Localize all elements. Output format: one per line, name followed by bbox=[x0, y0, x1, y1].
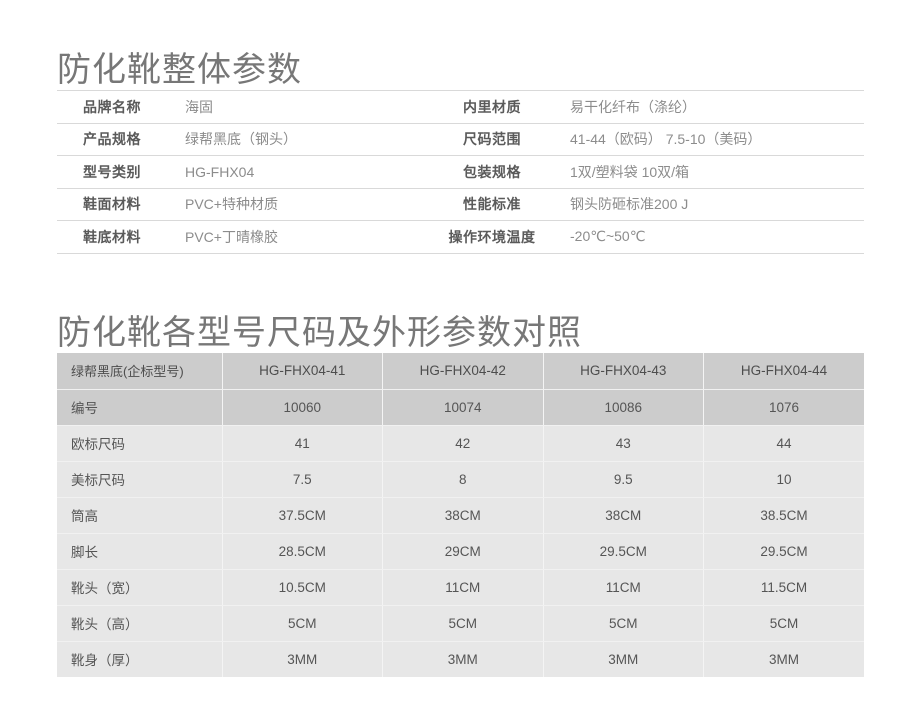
size-table-cell: 3MM bbox=[222, 641, 383, 677]
size-table-cell: 11.5CM bbox=[703, 569, 864, 606]
spec-value: HG-FHX04 bbox=[167, 155, 432, 188]
spec-label: 型号类别 bbox=[57, 155, 167, 188]
spec-value: 41-44（欧码） 7.5-10（美码） bbox=[552, 122, 864, 156]
spec-value: PVC+特种材质 bbox=[167, 187, 432, 221]
size-table-row: 脚长 28.5CM 29CM 29.5CM 29.5CM bbox=[57, 533, 864, 570]
size-table-cell: 37.5CM bbox=[222, 497, 383, 534]
size-table-row: 美标尺码 7.5 8 9.5 10 bbox=[57, 461, 864, 498]
spec-value: 易干化纤布（涤纶） bbox=[552, 90, 864, 123]
size-table-cell: 44 bbox=[703, 425, 864, 462]
size-table-cell: 43 bbox=[543, 425, 704, 462]
spec-label: 品牌名称 bbox=[57, 90, 167, 123]
size-table-cell: 10074 bbox=[382, 389, 544, 426]
size-table-cell: 11CM bbox=[543, 569, 704, 606]
spec-table-row: 品牌名称 海固 内里材质 易干化纤布（涤纶） bbox=[57, 90, 864, 123]
size-table-row-label: 美标尺码 bbox=[57, 461, 223, 498]
size-table-header-row: 绿帮黑底(企标型号) HG-FHX04-41 HG-FHX04-42 HG-FHX04… bbox=[57, 353, 864, 390]
spec-value: 1双/塑料袋 10双/箱 bbox=[552, 155, 864, 188]
size-table-row-label: 脚长 bbox=[57, 533, 223, 570]
spec-table-row: 鞋面材料 PVC+特种材质 性能标准 钢头防砸标准200 J bbox=[57, 187, 864, 221]
spec-value: 海固 bbox=[167, 90, 432, 123]
size-table-row-label: 靴头（宽） bbox=[57, 569, 223, 606]
size-table-cell: 28.5CM bbox=[222, 533, 383, 570]
size-table-cell: 3MM bbox=[382, 641, 544, 677]
size-table-row-label: 靴身（厚） bbox=[57, 641, 223, 677]
spec-table-row: 鞋底材料 PVC+丁晴橡胶 操作环境温度 -20℃~50℃ bbox=[57, 220, 864, 254]
spec-label: 操作环境温度 bbox=[432, 220, 552, 254]
spec-table-row: 产品规格 绿帮黑底（钢头） 尺码范围 41-44（欧码） 7.5-10（美码） bbox=[57, 122, 864, 156]
spec-label: 性能标准 bbox=[432, 187, 552, 221]
size-table-column-header: HG-FHX04-42 bbox=[382, 353, 544, 390]
size-table-row-label: 欧标尺码 bbox=[57, 425, 223, 462]
size-table-column-header: HG-FHX04-43 bbox=[543, 353, 704, 390]
size-table-row-label: 编号 bbox=[57, 389, 223, 426]
size-table-cell: 5CM bbox=[382, 605, 544, 642]
size-table-cell: 11CM bbox=[382, 569, 544, 606]
size-table-cell: 5CM bbox=[703, 605, 864, 642]
size-table-cell: 10060 bbox=[222, 389, 383, 426]
size-table-cell: 10.5CM bbox=[222, 569, 383, 606]
size-table-cell: 29.5CM bbox=[703, 533, 864, 570]
spec-label: 内里材质 bbox=[432, 90, 552, 123]
size-table-row: 编号 10060 10074 10086 1076 bbox=[57, 389, 864, 426]
size-table-cell: 41 bbox=[222, 425, 383, 462]
size-table-column-header: HG-FHX04-41 bbox=[222, 353, 383, 390]
size-table-cell: 7.5 bbox=[222, 461, 383, 498]
size-table-cell: 5CM bbox=[222, 605, 383, 642]
size-comparison-table-body: 绿帮黑底(企标型号) HG-FHX04-41 HG-FHX04-42 HG-FHX04… bbox=[57, 353, 864, 677]
size-table-cell: 1076 bbox=[703, 389, 864, 426]
size-table-cell: 3MM bbox=[703, 641, 864, 677]
spec-label: 尺码范围 bbox=[432, 122, 552, 156]
size-table-cell: 10 bbox=[703, 461, 864, 498]
size-table-row-label: 筒高 bbox=[57, 497, 223, 534]
size-table-row: 欧标尺码 41 42 43 44 bbox=[57, 425, 864, 462]
size-table-corner-label: 绿帮黑底(企标型号) bbox=[57, 353, 223, 390]
size-table-cell: 38.5CM bbox=[703, 497, 864, 534]
spec-label: 产品规格 bbox=[57, 122, 167, 156]
spec-value: -20℃~50℃ bbox=[552, 220, 864, 254]
size-table-row: 靴头（高） 5CM 5CM 5CM 5CM bbox=[57, 605, 864, 642]
size-table-cell: 10086 bbox=[543, 389, 704, 426]
spec-label: 鞋面材料 bbox=[57, 187, 167, 221]
size-table-row: 靴身（厚） 3MM 3MM 3MM 3MM bbox=[57, 641, 864, 677]
size-table-cell: 8 bbox=[382, 461, 544, 498]
page-title-size-comparison: 防化靴各型号尺码及外形参数对照 bbox=[57, 313, 582, 352]
size-table-row: 筒高 37.5CM 38CM 38CM 38.5CM bbox=[57, 497, 864, 534]
size-table-cell: 38CM bbox=[382, 497, 544, 534]
spec-value: 绿帮黑底（钢头） bbox=[167, 122, 432, 156]
size-table-cell: 9.5 bbox=[543, 461, 704, 498]
spec-label: 鞋底材料 bbox=[57, 220, 167, 254]
spec-value: 钢头防砸标准200 J bbox=[552, 187, 864, 221]
size-table-row-label: 靴头（高） bbox=[57, 605, 223, 642]
overall-spec-table-body: 品牌名称 海固 内里材质 易干化纤布（涤纶） 产品规格 绿帮黑底（钢头） 尺码范围 41-44… bbox=[57, 90, 864, 254]
overall-spec-table: 品牌名称 海固 内里材质 易干化纤布（涤纶） 产品规格 绿帮黑底（钢头） 尺码范围 41-44… bbox=[57, 90, 864, 254]
size-table-cell: 42 bbox=[382, 425, 544, 462]
spec-label: 包装规格 bbox=[432, 155, 552, 188]
size-table-column-header: HG-FHX04-44 bbox=[703, 353, 864, 390]
size-table-cell: 29.5CM bbox=[543, 533, 704, 570]
page-title-overall-parameters: 防化靴整体参数 bbox=[57, 50, 302, 89]
size-comparison-table: 绿帮黑底(企标型号) HG-FHX04-41 HG-FHX04-42 HG-FHX04… bbox=[57, 353, 864, 677]
size-table-row: 靴头（宽） 10.5CM 11CM 11CM 11.5CM bbox=[57, 569, 864, 606]
size-table-cell: 3MM bbox=[543, 641, 704, 677]
size-table-cell: 5CM bbox=[543, 605, 704, 642]
size-table-cell: 29CM bbox=[382, 533, 544, 570]
size-table-cell: 38CM bbox=[543, 497, 704, 534]
spec-table-row: 型号类别 HG-FHX04 包装规格 1双/塑料袋 10双/箱 bbox=[57, 155, 864, 188]
spec-value: PVC+丁晴橡胶 bbox=[167, 220, 432, 254]
